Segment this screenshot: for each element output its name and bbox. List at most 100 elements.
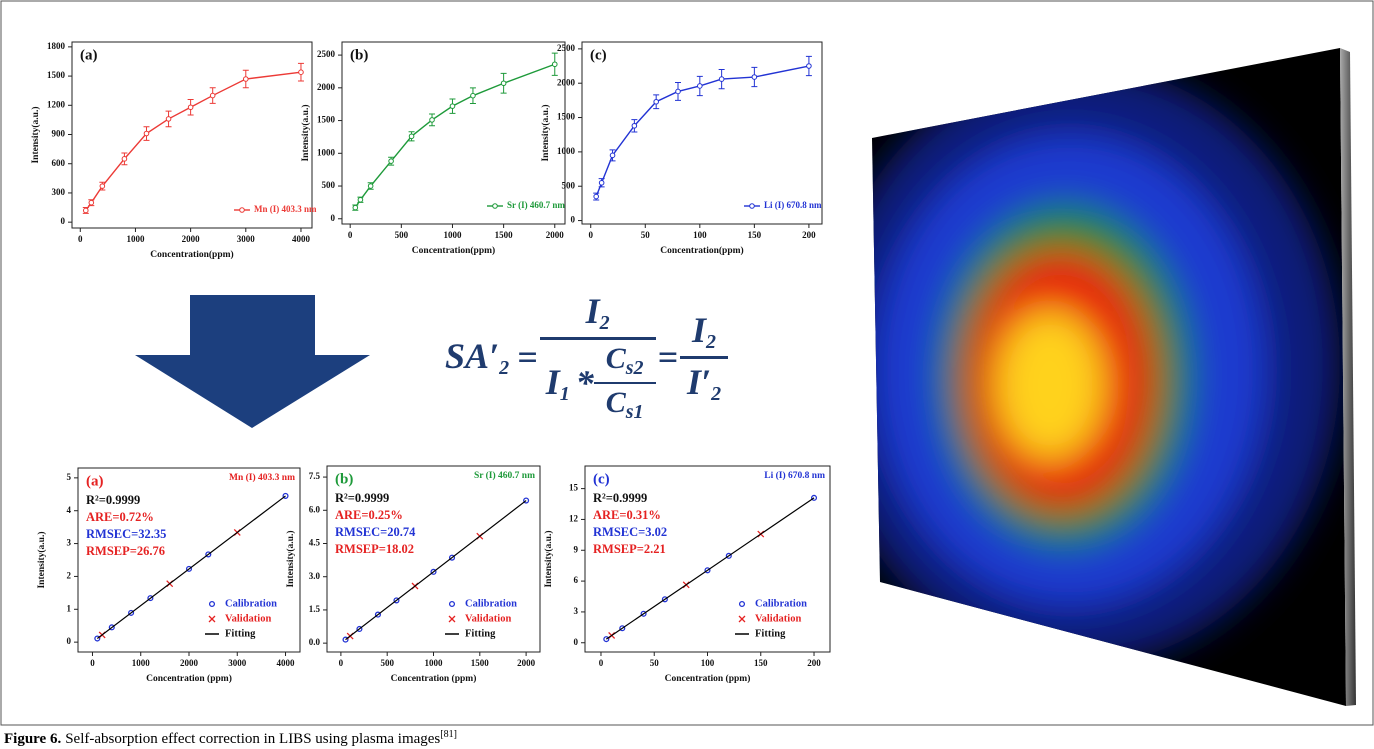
data-point	[552, 62, 557, 67]
legend-label: Fitting	[225, 628, 256, 639]
y-tick-label: 0	[331, 213, 336, 223]
annotation: RMSEP=18.02	[335, 542, 414, 556]
annotation: R²=0.9999	[335, 491, 389, 505]
plasma-image	[820, 48, 1356, 706]
legend-label: Sr (I) 460.7 nm	[507, 200, 565, 210]
annotation: RMSEC=32.35	[86, 527, 166, 541]
panel-label: (b)	[335, 471, 353, 487]
denominator: I′2	[687, 359, 721, 406]
legend-label: Validation	[225, 613, 271, 624]
chart-title: Mn (I) 403.3 nm	[229, 472, 295, 483]
x-axis-label: Concentration (ppm)	[391, 673, 477, 684]
y-axis-label: Intensity(a.u.)	[285, 530, 296, 587]
y-tick-label: 12	[569, 513, 579, 523]
data-point	[243, 77, 248, 82]
equals: =	[658, 336, 679, 378]
data-line	[355, 64, 554, 207]
symbol: I	[546, 362, 560, 402]
data-point	[654, 99, 659, 104]
x-tick-label: 0	[599, 658, 604, 668]
data-point	[594, 194, 599, 199]
legend-label: Mn (I) 403.3 nm	[254, 204, 317, 214]
y-axis-label: Intensity(a.u.)	[30, 106, 41, 163]
data-point	[698, 84, 703, 89]
y-tick-label: 1500	[557, 112, 576, 122]
caption-label: Figure 6.	[4, 731, 61, 747]
x-tick-label: 50	[641, 230, 651, 240]
y-tick-label: 0	[61, 216, 66, 226]
denominator: I1 * Cs2 Cs1	[546, 340, 650, 424]
x-tick-label: 3000	[228, 658, 247, 668]
y-tick-label: 1.5	[309, 604, 321, 614]
plot-frame	[72, 42, 312, 228]
x-tick-label: 2000	[182, 234, 201, 244]
data-point	[471, 93, 476, 98]
legend-label: Li (I) 670.8 nm	[764, 200, 822, 210]
data-line	[86, 72, 301, 210]
x-tick-label: 50	[650, 658, 660, 668]
y-tick-label: 500	[322, 180, 336, 190]
symbol: I′	[687, 362, 711, 402]
y-tick-label: 6	[574, 575, 579, 585]
x-tick-label: 2000	[517, 658, 536, 668]
annotation: RMSEP=26.76	[86, 544, 165, 558]
y-tick-label: 2	[67, 570, 72, 580]
y-tick-label: 2000	[317, 82, 336, 92]
data-point	[450, 104, 455, 109]
data-point	[188, 105, 193, 110]
x-tick-label: 0	[588, 230, 593, 240]
y-tick-label: 0.0	[309, 637, 321, 647]
legend-label: Validation	[465, 613, 511, 624]
x-axis-label: Concentration(ppm)	[660, 245, 743, 256]
y-tick-label: 1000	[557, 146, 576, 156]
data-point	[100, 184, 105, 189]
y-tick-label: 900	[52, 129, 66, 139]
y-tick-label: 6.0	[309, 504, 321, 514]
y-tick-label: 4	[67, 505, 72, 515]
chart-title: Li (I) 670.8 nm	[764, 470, 825, 481]
x-tick-label: 4000	[292, 234, 311, 244]
x-tick-label: 2000	[546, 230, 565, 240]
x-tick-label: 1000	[126, 234, 145, 244]
symbol: I	[692, 310, 706, 350]
x-tick-label: 150	[748, 230, 762, 240]
formula-lhs: SA′2	[445, 335, 509, 380]
y-tick-label: 9	[574, 544, 579, 554]
y-axis-label: Intensity(a.u.)	[36, 531, 47, 588]
subscript: 2	[499, 357, 509, 379]
legend-label: Fitting	[465, 628, 496, 639]
y-axis-label: Intensity(a.u.)	[540, 104, 551, 161]
panel-label: (c)	[590, 47, 607, 63]
x-tick-label: 200	[802, 230, 816, 240]
x-tick-label: 4000	[277, 658, 296, 668]
y-axis-label: Intensity(a.u.)	[300, 104, 311, 161]
data-point	[676, 89, 681, 94]
y-tick-label: 1500	[47, 70, 66, 80]
y-tick-label: 15	[569, 483, 579, 493]
plot-frame	[342, 42, 565, 224]
data-point	[353, 205, 358, 210]
x-tick-label: 500	[395, 230, 409, 240]
data-point	[83, 208, 88, 213]
y-tick-label: 5	[67, 472, 72, 482]
y-tick-label: 2500	[557, 43, 576, 53]
data-point	[752, 75, 757, 80]
denominator-term: I1	[546, 361, 570, 406]
data-point	[719, 77, 724, 82]
y-tick-label: 2500	[317, 49, 336, 59]
legend-marker	[240, 208, 245, 213]
x-tick-label: 150	[754, 658, 768, 668]
legend-marker	[210, 602, 215, 607]
y-tick-label: 1	[67, 603, 72, 613]
data-point	[166, 117, 171, 122]
x-tick-label: 3000	[237, 234, 256, 244]
x-tick-label: 1000	[443, 230, 462, 240]
legend-marker	[209, 616, 215, 622]
data-point	[409, 134, 414, 139]
fraction: I2 I1 * Cs2 Cs1	[546, 290, 650, 424]
legend-marker	[740, 602, 745, 607]
